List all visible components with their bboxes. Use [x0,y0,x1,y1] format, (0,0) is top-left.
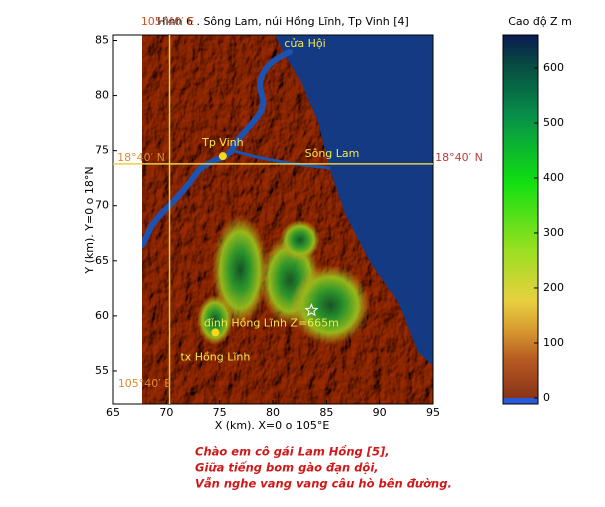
y-tick-label: 55 [95,364,109,377]
y-tick-label: 85 [95,34,109,47]
x-tick-label: 65 [106,406,120,419]
point [218,152,227,161]
colorbar-tick-label: 0 [543,391,550,404]
x-tick-label: 95 [426,406,440,419]
colorbar-tick-label: 600 [543,61,564,74]
y-tick-label: 70 [95,199,109,212]
colorbar-label: Cao độ Z m [508,15,572,28]
annotation: Sông Lam [305,147,360,160]
x-tick-label: 90 [373,406,387,419]
point-label: Tp Vinh [201,136,244,149]
colorbar-tick-label: 500 [543,116,564,129]
y-tick-label: 80 [95,89,109,102]
y-tick-label: 75 [95,144,109,157]
terrain [142,35,433,404]
caption-line: Chào em cô gái Lam Hồng [5], [195,445,390,459]
colorbar-tick-label: 300 [543,226,564,239]
point [211,328,220,337]
caption-line: Vẫn nghe vang vang câu hò bên đường. [195,477,452,491]
annotation: cửa Hội [284,37,325,50]
longitude-label: 105°40′ E [141,15,194,28]
point-label: tx Hồng Lĩnh [180,350,250,363]
y-tick-label: 65 [95,254,109,267]
colorbar [502,34,539,405]
longitude-label: 105°40′ E [118,377,171,390]
river-branch [231,148,331,170]
latitude-label: 18°40′ N [117,151,165,164]
x-tick-label: 80 [266,406,280,419]
x-tick-label: 85 [319,406,333,419]
mountains [197,215,370,345]
colorbar-tick-label: 400 [543,171,564,184]
colorbar-tick-label: 100 [543,336,564,349]
title: Hình 6 . Sông Lam, núi Hồng Lĩnh, Tp Vin… [157,15,409,28]
x-tick-label: 70 [159,406,173,419]
caption-line: Giữa tiếng bom gào đạn dội, [195,461,379,475]
x-axis-label: X (km). X=0 o 105°E [215,419,330,432]
river [142,49,293,248]
sea [275,35,433,366]
y-axis-label: Y (km). Y=0 o 18°N [83,166,96,274]
x-tick-label: 75 [213,406,227,419]
point [304,303,319,317]
y-tick-label: 60 [95,309,109,322]
latitude-label: 18°40′ N [435,151,483,164]
point-label: đỉnh Hồng Lĩnh Z=665m [204,316,339,329]
colorbar-tick-label: 200 [543,281,564,294]
